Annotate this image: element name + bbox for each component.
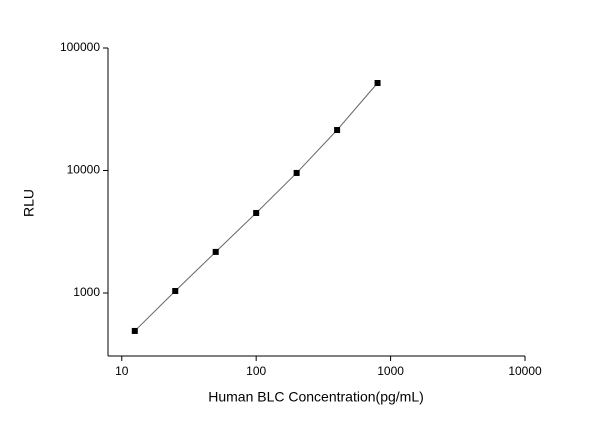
y-tick-label: 1000 [73,285,100,299]
y-tick-label: 10000 [67,163,101,177]
point [172,288,179,295]
x-tick-label: 10 [115,364,129,378]
y-tick-label: 100000 [60,40,100,54]
point [374,79,381,86]
point [131,327,138,334]
y-axis-title: RLU [21,189,37,217]
x-tick-label: 10000 [508,364,542,378]
fit-line [134,82,378,332]
point [253,209,260,216]
x-tick-label: 1000 [377,364,404,378]
x-axis-title: Human BLC Concentration(pg/mL) [208,389,424,405]
point [212,248,219,255]
point [293,169,300,176]
x-tick-label: 100 [246,364,266,378]
point [334,127,341,134]
